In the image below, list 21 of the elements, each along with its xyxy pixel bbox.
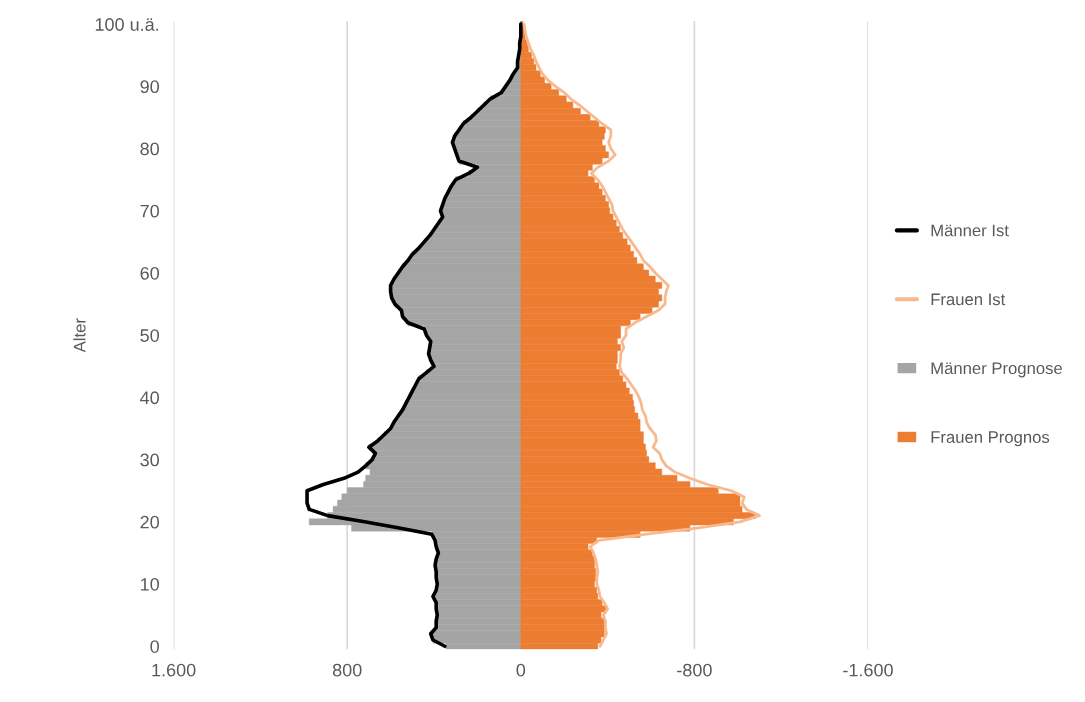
y-tick-label: 40 [140, 391, 160, 405]
y-tick-label: 60 [140, 266, 160, 280]
y-axis-title: Alter [73, 318, 86, 353]
x-tick-label: -800 [677, 663, 712, 677]
x-tick-label: -1.600 [843, 663, 893, 677]
x-tick-label: 1.600 [152, 663, 196, 677]
y-tick-label: 30 [140, 453, 160, 467]
x-tick-label: 0 [516, 663, 526, 677]
y-tick-label: 80 [140, 142, 160, 156]
x-tick-label: 800 [332, 663, 362, 677]
legend-label: Frauen Prognos [931, 431, 1050, 447]
y-tick-label: 10 [141, 577, 160, 591]
y-tick-label: 50 [140, 329, 160, 342]
legend-label: Männer Ist [931, 224, 1009, 237]
legend-label: Männer Prognose [931, 362, 1062, 378]
y-tick-label: 100 u.ä. [95, 18, 159, 31]
y-tick-label: 90 [140, 80, 160, 94]
y-tick-label: 70 [140, 204, 160, 218]
y-tick-label: 20 [140, 515, 160, 529]
legend-label: Frauen Ist [931, 293, 1006, 306]
y-tick-label: 0 [150, 640, 160, 653]
